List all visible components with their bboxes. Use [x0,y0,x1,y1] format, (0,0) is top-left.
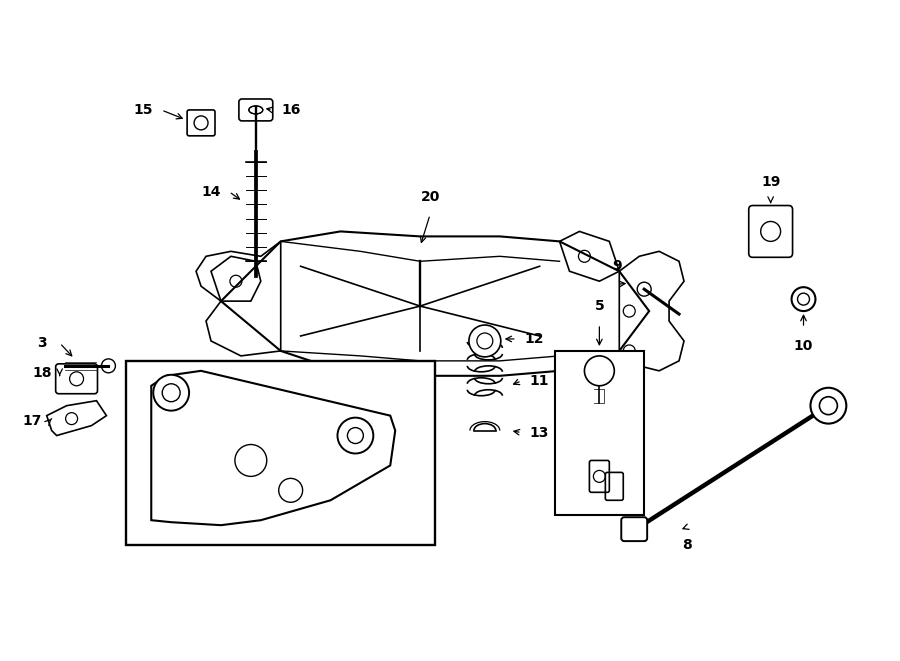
Text: 16: 16 [281,103,301,117]
Text: 9: 9 [613,259,622,273]
Bar [554,351,644,515]
Text: 2: 2 [186,424,196,438]
Text: 7: 7 [615,501,624,516]
Text: 8: 8 [682,538,692,552]
Text: 10: 10 [794,339,814,353]
Text: 5: 5 [595,299,604,313]
Circle shape [811,388,846,424]
Text: 15: 15 [133,103,153,117]
Text: 11: 11 [530,373,549,388]
Text: 1: 1 [139,384,148,398]
Circle shape [102,359,115,373]
Circle shape [235,444,266,477]
Circle shape [637,282,652,296]
Text: 13: 13 [530,426,549,440]
Text: 17: 17 [22,414,41,428]
Bar [126,361,435,545]
Text: 4: 4 [330,399,340,412]
FancyBboxPatch shape [621,517,647,541]
Text: 3: 3 [37,336,47,350]
Text: 19: 19 [761,175,780,188]
Text: 14: 14 [202,184,220,198]
Text: 12: 12 [525,332,544,346]
Circle shape [469,325,500,357]
Text: 18: 18 [32,366,51,380]
Circle shape [279,479,302,502]
Text: 20: 20 [420,190,440,204]
Circle shape [153,375,189,410]
Text: 6: 6 [567,501,576,516]
Circle shape [338,418,374,453]
